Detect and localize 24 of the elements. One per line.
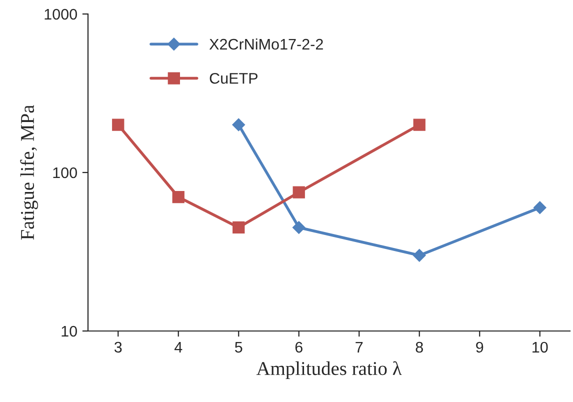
legend-label: CuETP bbox=[210, 72, 258, 84]
point bbox=[533, 201, 546, 214]
y-axis-title: Fatigue life, MPa bbox=[20, 104, 38, 240]
point bbox=[232, 221, 245, 234]
x-tick-label: 10 bbox=[532, 342, 548, 353]
y-tick-label: 1000 bbox=[44, 8, 77, 20]
x-tick-label: 6 bbox=[295, 342, 302, 353]
x-tick-label: 4 bbox=[174, 342, 182, 352]
point bbox=[413, 118, 426, 131]
x-tick-label: 7 bbox=[356, 342, 363, 352]
x-tick-label: 9 bbox=[476, 342, 484, 353]
x-tick-label: 3 bbox=[114, 342, 122, 353]
y-tick-label: 100 bbox=[53, 167, 77, 178]
point bbox=[232, 118, 246, 132]
legend-label: X2CrNiMo17-2-2 bbox=[209, 38, 323, 50]
point bbox=[292, 221, 306, 234]
point bbox=[292, 186, 305, 198]
y-tick-label: 10 bbox=[62, 326, 77, 337]
x-tick-label: 5 bbox=[234, 342, 242, 353]
x-tick-label: 8 bbox=[416, 342, 423, 353]
point bbox=[172, 190, 184, 204]
x-axis-title: Amplitudes ratio λ bbox=[256, 361, 402, 380]
point bbox=[112, 118, 124, 131]
point bbox=[412, 248, 426, 262]
